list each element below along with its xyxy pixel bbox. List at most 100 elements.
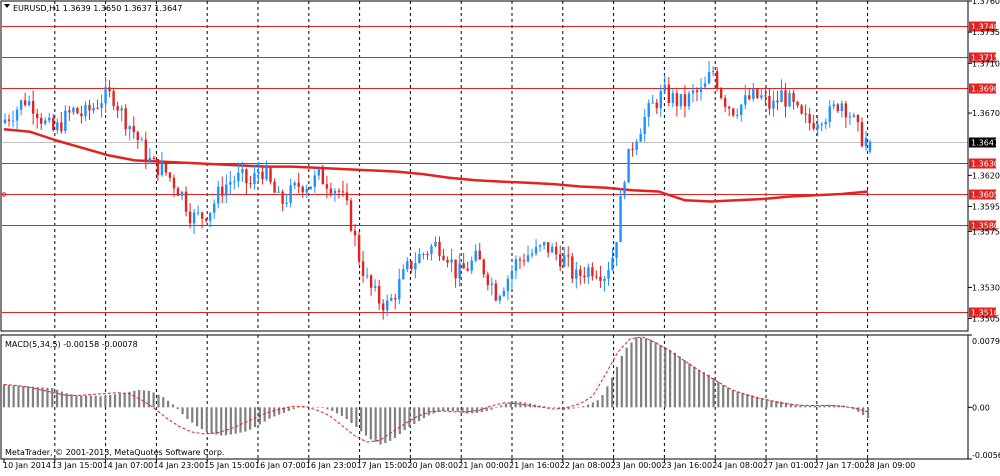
candle-body [567,255,570,257]
candle-body [406,261,409,270]
candle-body [386,300,389,311]
price-level-label: 1.3715 [971,54,999,63]
macd-bar [128,391,131,408]
macd-bar [635,337,638,408]
x-tick-label: 17 Jan 15:00 [357,461,408,470]
candle-body [23,100,27,105]
candle-body [361,261,365,276]
candle-body [808,114,811,124]
candle-body [241,169,244,173]
macd-bar [553,407,556,408]
macd-bar [118,393,121,408]
candle-body [84,104,87,117]
macd-bar [393,407,397,439]
macd-bar [582,406,585,408]
candle-body [792,92,795,102]
candle-body [3,119,7,124]
candle-body [756,88,759,98]
candle-body [635,141,638,150]
candle-body [357,235,361,262]
macd-bar [586,404,590,408]
y-tick-label: 1.3735 [972,28,1000,37]
macd-bar [649,339,652,408]
macd-bar [99,396,102,408]
macd-bar [369,407,372,440]
candle-body [780,90,783,103]
candle-body [11,120,15,122]
macd-bar [746,393,749,408]
candle-body [591,267,594,277]
candle-body [534,246,538,254]
symbol-dropdown-icon[interactable] [4,4,10,8]
candle-body [522,260,526,262]
candle-body [796,101,799,106]
candle-body [575,269,578,279]
candle-body [607,270,610,279]
macd-bar [239,407,242,433]
macd-bar [755,396,759,408]
macd-bar [278,407,281,415]
candle-body [647,103,650,117]
candle-body [727,106,731,109]
y-tick-label: 1.3505 [972,315,1000,324]
candle-body [494,283,498,301]
macd-bar [799,404,802,408]
macd-bar [2,384,6,408]
level-anchor-marker[interactable] [1,192,7,197]
macd-bar [659,344,662,408]
price-level-label: 1.3580 [971,222,999,231]
candle-body [108,87,111,92]
macd-bar [142,390,146,408]
price-level-tag [969,307,996,318]
candle-body [430,246,433,255]
macd-bar [326,407,329,410]
price-level-tag [969,158,996,169]
candle-body [732,108,735,116]
candle-body [44,120,47,124]
macd-bar [418,407,421,422]
candle-body [116,106,119,111]
candle-body [192,212,196,224]
candle-body [583,275,586,278]
candle-body [40,117,43,124]
candle-body [711,71,715,73]
candle-body [128,126,131,130]
candle-body [752,88,755,99]
macd-signal-line [3,336,869,443]
candle-body [764,95,767,97]
macd-bar [765,399,768,408]
candle-body [426,254,429,256]
candle-body [603,278,606,281]
macd-bar [741,392,744,408]
candle-body [7,119,11,121]
candle-body [571,256,574,279]
price-level-tag [969,220,996,231]
candle-body [595,276,598,278]
candle-body [768,95,771,109]
x-tick-label: 22 Jan 08:00 [560,461,611,470]
macd-bar [60,391,64,408]
macd-bar [360,407,363,432]
candle-body [458,263,461,279]
candle-body [293,182,296,186]
candle-body [514,259,518,271]
candle-body [844,103,848,118]
macd-bar [751,395,754,408]
macd-bar [784,402,788,408]
macd-bar [292,407,295,410]
candle-body [341,191,345,193]
candle-body [152,157,156,160]
candle-body [249,183,252,185]
candle-body [269,168,272,183]
candle-body [225,184,228,196]
macd-bar [229,407,232,435]
macd-bar [340,407,343,416]
macd-bar [712,378,715,408]
candle-body [402,269,405,280]
macd-bar [311,406,315,408]
macd-bar [620,356,623,408]
main-panel-frame [0,0,969,332]
price-level-label: 1.3630 [971,160,999,169]
macd-bar [567,407,570,410]
